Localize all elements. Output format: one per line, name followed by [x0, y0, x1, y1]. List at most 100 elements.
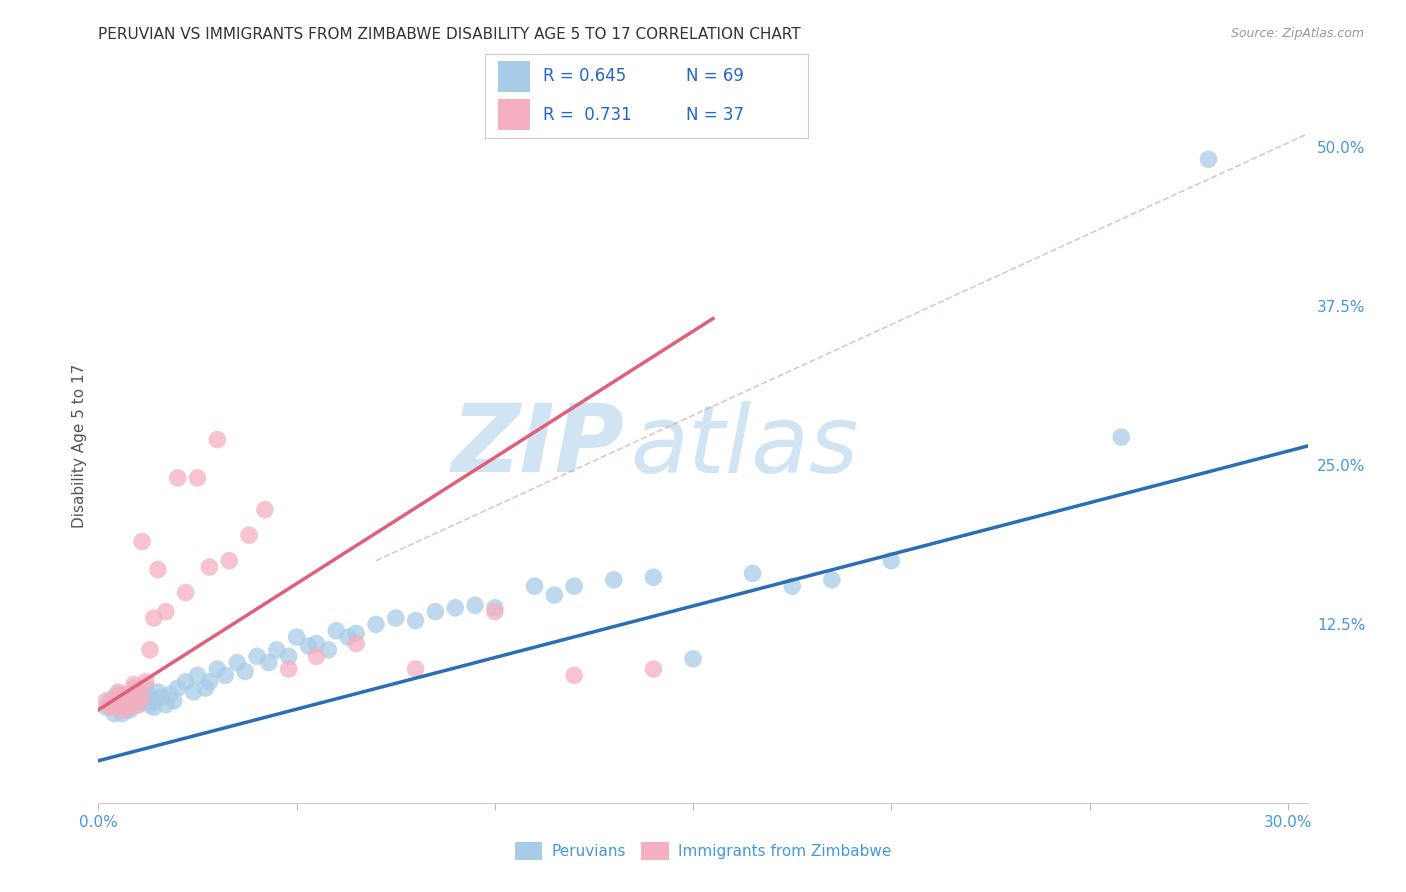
Point: [277, 649, 299, 664]
Point: [682, 652, 704, 666]
Point: [207, 433, 229, 447]
Point: [643, 662, 665, 676]
Point: [111, 703, 134, 717]
Point: [484, 605, 506, 619]
Text: ZIP: ZIP: [451, 400, 624, 492]
Point: [135, 681, 157, 695]
Point: [325, 624, 347, 638]
Point: [131, 688, 153, 702]
Point: [135, 674, 157, 689]
Point: [226, 656, 249, 670]
Point: [821, 573, 844, 587]
Text: Source: ZipAtlas.com: Source: ZipAtlas.com: [1230, 27, 1364, 40]
Point: [139, 643, 162, 657]
Point: [277, 662, 299, 676]
Point: [285, 630, 308, 644]
Point: [364, 617, 387, 632]
Point: [127, 698, 149, 712]
Point: [603, 573, 626, 587]
Text: R = 0.645: R = 0.645: [543, 68, 627, 86]
Point: [562, 579, 585, 593]
Point: [142, 611, 165, 625]
Point: [122, 685, 145, 699]
Point: [120, 703, 142, 717]
Point: [115, 688, 138, 702]
Point: [183, 685, 205, 699]
Point: [543, 588, 565, 602]
Point: [139, 690, 162, 704]
Point: [120, 700, 142, 714]
Point: [880, 554, 903, 568]
Point: [150, 690, 173, 704]
Point: [131, 690, 153, 704]
Point: [163, 694, 186, 708]
Text: atlas: atlas: [630, 401, 859, 491]
Text: PERUVIAN VS IMMIGRANTS FROM ZIMBABWE DISABILITY AGE 5 TO 17 CORRELATION CHART: PERUVIAN VS IMMIGRANTS FROM ZIMBABWE DIS…: [98, 27, 801, 42]
Point: [198, 674, 221, 689]
Point: [523, 579, 546, 593]
Bar: [498, 62, 530, 92]
Point: [305, 636, 328, 650]
Point: [643, 570, 665, 584]
Point: [425, 605, 447, 619]
Point: [115, 703, 138, 717]
Point: [122, 681, 145, 695]
Point: [122, 677, 145, 691]
Point: [115, 694, 138, 708]
Point: [214, 668, 236, 682]
Point: [107, 688, 129, 702]
Point: [98, 694, 121, 708]
Point: [142, 694, 165, 708]
Point: [246, 649, 269, 664]
Point: [266, 643, 288, 657]
Point: [115, 694, 138, 708]
Point: [384, 611, 406, 625]
Point: [107, 700, 129, 714]
Point: [127, 690, 149, 704]
Point: [131, 694, 153, 708]
Bar: [498, 99, 530, 130]
Point: [127, 698, 149, 712]
Point: [562, 668, 585, 682]
Point: [122, 690, 145, 704]
Point: [1198, 153, 1220, 167]
Point: [405, 614, 427, 628]
Text: N = 69: N = 69: [686, 68, 744, 86]
Point: [96, 694, 118, 708]
Point: [344, 626, 367, 640]
Point: [218, 554, 240, 568]
Legend: Peruvians, Immigrants from Zimbabwe: Peruvians, Immigrants from Zimbabwe: [509, 836, 897, 866]
Point: [111, 700, 134, 714]
Point: [127, 688, 149, 702]
Point: [305, 649, 328, 664]
Point: [103, 706, 125, 721]
Point: [146, 685, 169, 699]
Point: [135, 690, 157, 704]
Point: [444, 600, 467, 615]
Point: [464, 599, 486, 613]
Point: [318, 643, 340, 657]
Point: [253, 502, 276, 516]
Point: [107, 685, 129, 699]
Point: [238, 528, 260, 542]
Point: [780, 579, 803, 593]
Point: [103, 698, 125, 712]
Point: [166, 471, 188, 485]
Point: [174, 585, 197, 599]
Point: [166, 681, 188, 695]
Point: [344, 636, 367, 650]
Point: [96, 700, 118, 714]
Point: [120, 697, 142, 711]
Point: [484, 600, 506, 615]
Point: [142, 700, 165, 714]
Point: [107, 690, 129, 704]
Point: [146, 563, 169, 577]
Point: [120, 690, 142, 704]
Point: [257, 656, 280, 670]
Point: [159, 688, 181, 702]
Point: [98, 700, 121, 714]
Point: [337, 630, 360, 644]
Point: [111, 706, 134, 721]
Text: N = 37: N = 37: [686, 105, 744, 123]
Point: [111, 698, 134, 712]
